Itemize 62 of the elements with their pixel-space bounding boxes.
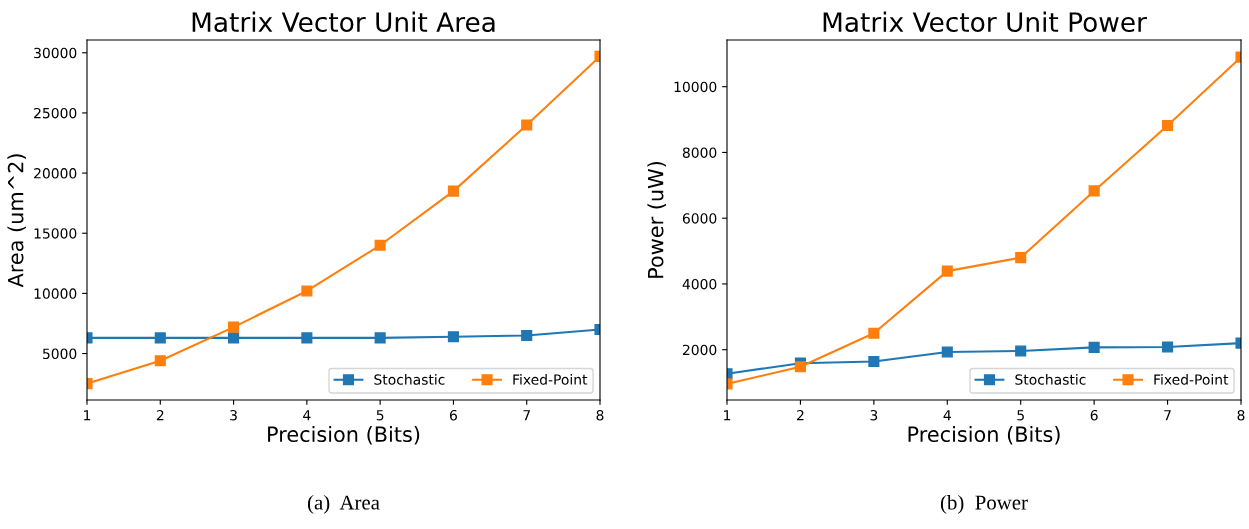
point — [521, 329, 533, 342]
x-axis-title: Precision (Bits) — [268, 425, 420, 445]
x-tick-label: 7 — [523, 410, 530, 421]
point — [154, 355, 166, 367]
point — [794, 361, 806, 373]
x-tick-label: 8 — [596, 409, 604, 421]
x-tick-label: 8 — [1237, 409, 1245, 421]
x-tick-label: 1 — [724, 410, 731, 421]
x-tick-label: 4 — [303, 410, 311, 421]
point — [868, 327, 880, 339]
y-tick-label: 10000 — [674, 81, 717, 93]
x-tick-label: 7 — [1164, 410, 1171, 421]
x-tick-label: 2 — [797, 409, 804, 421]
point — [228, 321, 240, 333]
x-tick-label: 5 — [376, 410, 384, 421]
point — [1162, 341, 1174, 353]
point — [301, 332, 313, 344]
x-tick-label: 3 — [230, 409, 237, 421]
x-tick-label: 6 — [449, 409, 457, 421]
point — [521, 119, 533, 131]
text: (b) Power — [940, 494, 1028, 514]
y-tick-label: 2000 — [682, 344, 717, 356]
x-tick-label: 5 — [1017, 410, 1024, 421]
point — [941, 346, 953, 358]
point — [1088, 185, 1100, 197]
point — [1015, 345, 1027, 357]
y-tick-label: 5000 — [43, 348, 77, 360]
x-tick-label: 1 — [84, 410, 91, 421]
text: (a) Area — [307, 494, 380, 514]
y-tick-label: 15000 — [34, 228, 77, 239]
point — [1015, 252, 1027, 264]
point — [228, 332, 240, 344]
y-tick-label: 8000 — [682, 147, 717, 158]
x-tick-label: 6 — [1090, 409, 1098, 421]
legend-label: Stochastic — [374, 374, 445, 385]
chart-title: Matrix Vector Unit Power — [823, 11, 1147, 33]
point — [447, 331, 459, 343]
x-tick-label: 4 — [943, 410, 951, 421]
legend-label: Stochastic — [1015, 374, 1086, 385]
y-tick-label: 30000 — [34, 47, 77, 59]
point — [868, 355, 880, 368]
x-tick-label: 2 — [156, 409, 164, 421]
y-tick-label: 6000 — [682, 213, 717, 224]
y-axis-title: Power (uW) — [647, 161, 666, 278]
point — [374, 239, 386, 251]
y-axis-title: Area (um^2) — [7, 154, 26, 288]
x-axis-title: Precision (Bits) — [908, 425, 1060, 445]
point — [447, 185, 459, 197]
point — [1162, 119, 1174, 132]
x-tick-label: 3 — [870, 409, 878, 421]
y-tick-label: 10000 — [34, 288, 77, 299]
legend-label: Fixed-Point — [1154, 374, 1229, 385]
y-tick-label: 20000 — [34, 168, 77, 179]
y-tick-label: 4000 — [682, 278, 717, 290]
point — [301, 285, 313, 297]
legend-label: Fixed-Point — [513, 374, 588, 385]
point — [941, 265, 953, 277]
point — [374, 332, 386, 344]
point — [1088, 341, 1100, 353]
point — [154, 332, 166, 344]
chart-title: Matrix Vector Unit Area — [192, 11, 495, 33]
y-tick-label: 25000 — [34, 107, 77, 119]
